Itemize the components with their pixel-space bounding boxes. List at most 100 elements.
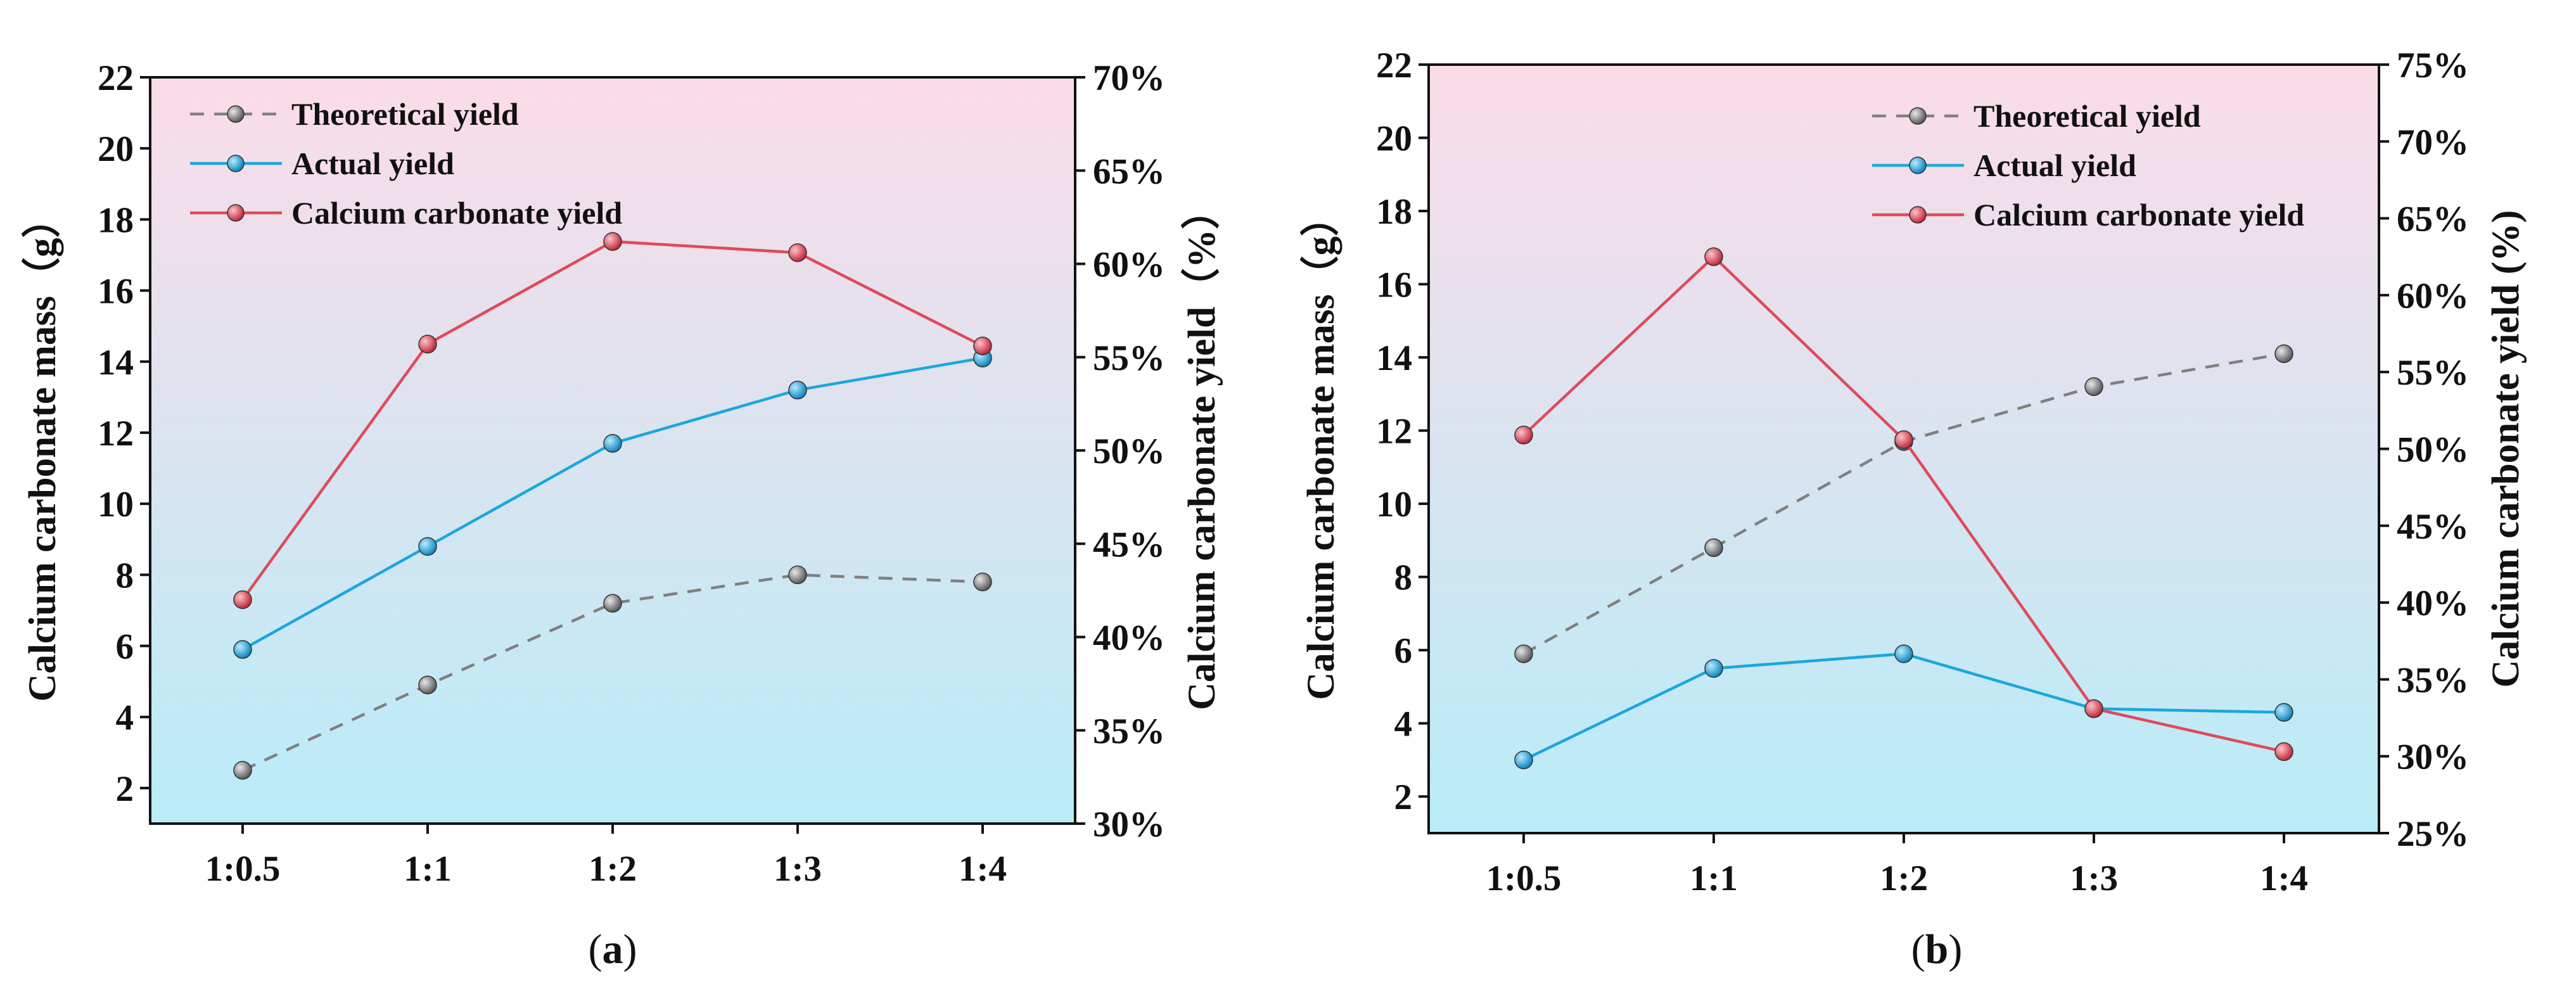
legend-label-calcium-carbonate-yield: Calcium carbonate yield (1973, 197, 2304, 233)
left-tick-label: 22 (98, 58, 134, 98)
legend-label-actual-yield: Actual yield (1973, 148, 2136, 183)
right-tick-label: 35% (1093, 711, 1165, 751)
legend-marker-actual-yield (1909, 156, 1927, 174)
left-tick-label: 20 (98, 129, 134, 169)
right-tick-label: 70% (2397, 122, 2469, 162)
legend-label-theoretical-yield: Theoretical yield (1973, 98, 2201, 134)
left-tick-label: 4 (1394, 705, 1413, 744)
left-tick-label: 14 (1376, 338, 1412, 378)
x-tick-label: 1:3 (774, 849, 822, 889)
left-tick-label: 12 (98, 414, 134, 454)
data-point-calcium-carbonate-yield (788, 243, 807, 262)
x-tick-label: 1:3 (2070, 858, 2118, 898)
left-tick-label: 12 (1376, 412, 1412, 452)
x-tick-label: 1:2 (589, 849, 637, 889)
data-point-actual-yield (788, 380, 807, 400)
right-tick-label: 35% (2397, 660, 2469, 700)
right-tick-label: 65% (1093, 151, 1165, 191)
right-tick-label: 65% (2397, 200, 2469, 239)
legend-label-calcium-carbonate-yield: Calcium carbonate yield (291, 195, 622, 231)
left-tick-label: 16 (98, 272, 134, 312)
right-tick-label: 50% (2397, 430, 2469, 470)
left-tick-label: 8 (1394, 558, 1413, 598)
data-point-actual-yield (603, 434, 622, 453)
left-tick-label: 20 (1376, 119, 1412, 159)
data-point-calcium-carbonate-yield (603, 232, 622, 251)
data-point-actual-yield (1704, 659, 1723, 678)
data-point-theoretical-yield (1704, 538, 1723, 558)
chart-panel-a: 2 4 6 8 10 12 14 16 18 20 22 30% 35% 40% 45% 50% 55% 60% 6… (21, 58, 1223, 972)
panel-caption: (b) (1911, 926, 1963, 972)
data-point-theoretical-yield (2274, 344, 2293, 364)
data-point-actual-yield (1894, 644, 1913, 663)
left-tick-label: 6 (1394, 631, 1413, 671)
x-tick-label: 1:4 (959, 849, 1007, 889)
right-tick-label: 30% (1093, 805, 1165, 845)
left-tick-label: 14 (98, 343, 134, 383)
series-line-theoretical-yield (242, 573, 983, 772)
data-point-theoretical-yield (788, 565, 807, 585)
data-point-calcium-carbonate-yield (1894, 430, 1913, 449)
right-tick-label: 40% (2397, 583, 2469, 623)
x-tick-label: 1:4 (2260, 858, 2308, 898)
data-point-calcium-carbonate-yield (2274, 742, 2293, 762)
x-tick-label: 1:0.5 (205, 849, 281, 889)
legend-marker-theoretical-yield (227, 105, 245, 123)
data-point-theoretical-yield (973, 572, 992, 592)
right-tick-label: 25% (2397, 814, 2469, 854)
data-point-actual-yield (2274, 703, 2293, 722)
data-point-calcium-carbonate-yield (973, 336, 992, 355)
x-tick-label: 1:1 (1690, 858, 1738, 898)
data-point-calcium-carbonate-yield (233, 590, 252, 609)
x-tick-label: 1:1 (404, 849, 452, 889)
panel-caption: (a) (589, 926, 637, 972)
x-tick-label: 1:2 (1880, 858, 1928, 898)
right-tick-label: 40% (1093, 618, 1165, 658)
left-tick-label: 18 (1376, 192, 1412, 232)
right-tick-label: 60% (1093, 245, 1165, 285)
legend-marker-theoretical-yield (1909, 107, 1927, 125)
y-left-axis-title: Calcium carbonate mass（g） (1299, 198, 1342, 700)
right-tick-label: 55% (2397, 353, 2469, 393)
left-tick-label: 10 (98, 485, 134, 525)
right-tick-label: 45% (1093, 525, 1165, 564)
right-tick-label: 30% (2397, 737, 2469, 777)
right-tick-label: 70% (1093, 58, 1165, 98)
left-tick-label: 4 (116, 698, 134, 738)
y-right-axis-title: Calcium carbonate yield（%） (1180, 191, 1223, 710)
legend-label-actual-yield: Actual yield (291, 146, 454, 181)
data-point-theoretical-yield (233, 761, 252, 780)
right-tick-label: 55% (1093, 338, 1165, 378)
data-point-theoretical-yield (2084, 377, 2103, 397)
left-tick-label: 8 (116, 556, 134, 596)
right-tick-label: 50% (1093, 431, 1165, 471)
chart-panel-b: 2 4 6 8 10 12 14 16 18 20 22 25% 30% 35% 40% 45% 50% 55% 6… (1299, 46, 2527, 972)
y-right-axis-title: Calcium carbonate yield (%) (2485, 210, 2527, 688)
data-point-calcium-carbonate-yield (1514, 425, 1533, 445)
data-point-actual-yield (418, 537, 437, 556)
data-point-theoretical-yield (1514, 644, 1533, 663)
left-tick-label: 2 (116, 769, 134, 809)
y-left-axis-title: Calcium carbonate mass（g） (21, 200, 64, 702)
data-point-actual-yield (233, 640, 252, 659)
data-point-calcium-carbonate-yield (2084, 699, 2103, 718)
left-tick-label: 18 (98, 200, 134, 240)
legend-marker-actual-yield (227, 155, 245, 172)
left-tick-label: 10 (1376, 485, 1412, 525)
legend-label-theoretical-yield: Theoretical yield (291, 96, 519, 132)
legend-marker-calcium-carbonate-yield (227, 204, 245, 222)
data-point-calcium-carbonate-yield (1704, 247, 1723, 266)
x-tick-label: 1:0.5 (1486, 858, 1562, 898)
left-tick-label: 22 (1376, 46, 1412, 86)
data-point-theoretical-yield (603, 594, 622, 613)
right-tick-label: 75% (2397, 46, 2469, 86)
left-tick-label: 6 (116, 627, 134, 667)
left-tick-label: 16 (1376, 265, 1412, 305)
right-tick-label: 45% (2397, 507, 2469, 547)
left-tick-label: 2 (1394, 777, 1413, 817)
right-tick-label: 60% (2397, 276, 2469, 316)
legend-marker-calcium-carbonate-yield (1909, 206, 1927, 224)
data-point-theoretical-yield (418, 675, 437, 694)
data-point-actual-yield (1514, 750, 1533, 770)
